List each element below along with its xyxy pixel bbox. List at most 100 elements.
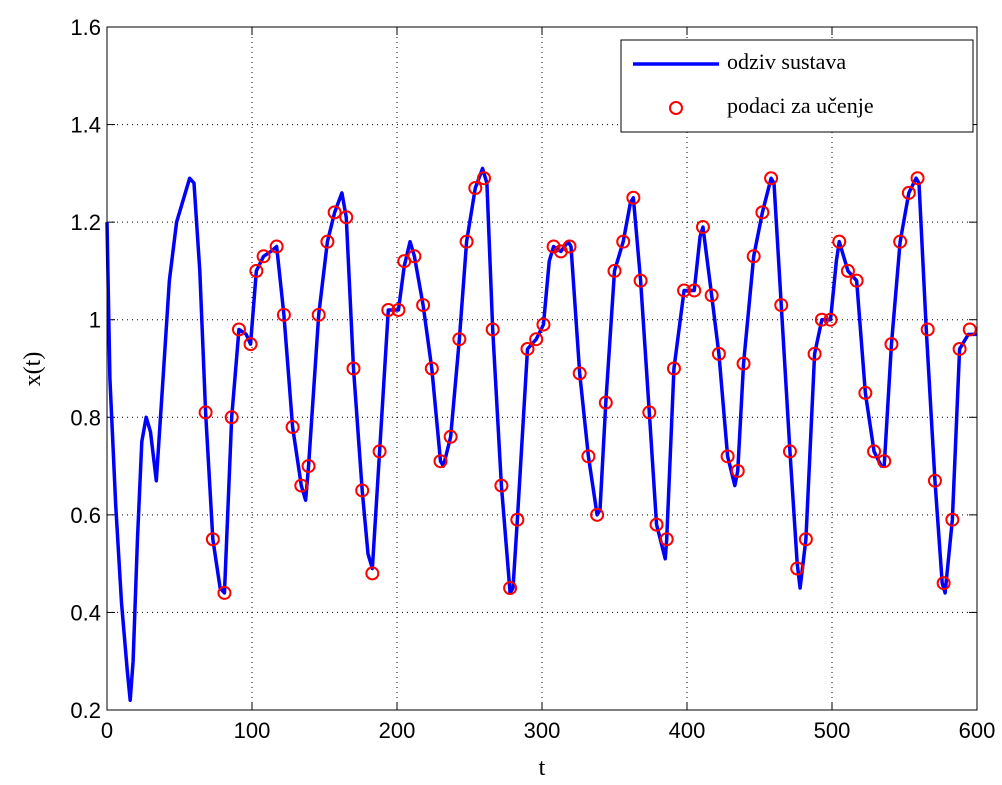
data-point: [910, 171, 925, 186]
data-point: [704, 288, 719, 303]
data-point: [823, 312, 838, 327]
data-point: [867, 444, 882, 459]
data-point: [814, 312, 829, 327]
data-point: [477, 171, 491, 186]
data-point: [391, 302, 406, 317]
data-point: [327, 205, 342, 220]
legend-swatch: [669, 101, 683, 115]
data-point: [952, 341, 967, 356]
data-point: [339, 210, 354, 225]
y-tick-label: 1.2: [70, 210, 101, 235]
data-point: [590, 507, 605, 522]
data-point: [598, 395, 613, 410]
y-axis-label: x(t): [20, 352, 46, 387]
y-tick-label: 0.6: [70, 503, 101, 528]
data-point: [884, 337, 899, 352]
data-point: [301, 459, 316, 474]
data-point: [224, 410, 239, 425]
data-point: [840, 263, 855, 278]
data-point: [276, 307, 291, 322]
data-point: [849, 273, 864, 288]
y-tick-label: 1.6: [70, 15, 101, 40]
data-point: [695, 220, 710, 235]
data-point: [711, 346, 726, 361]
data-point: [633, 273, 648, 288]
data-point: [452, 332, 467, 347]
data-point: [503, 581, 518, 596]
data-point: [269, 239, 284, 254]
data-point: [782, 444, 797, 459]
data-point: [920, 322, 935, 337]
x-tick-label: 200: [379, 718, 416, 743]
data-point: [616, 234, 631, 249]
data-point: [433, 454, 448, 469]
data-point: [832, 234, 847, 249]
data-point: [320, 234, 335, 249]
data-point: [562, 239, 577, 254]
data-point: [945, 512, 960, 527]
x-tick-label: 100: [234, 718, 271, 743]
data-point: [205, 532, 220, 547]
data-point: [468, 180, 483, 195]
y-tick-label: 1: [89, 308, 101, 333]
data-point: [666, 361, 681, 376]
y-tick-label: 1.4: [70, 113, 101, 138]
data-point: [529, 332, 544, 347]
data-point: [581, 449, 596, 464]
plot-frame: [106, 26, 978, 711]
data-point: [346, 361, 361, 376]
data-point: [198, 405, 213, 420]
data-point: [798, 532, 813, 547]
y-tick-label: 0.4: [70, 600, 101, 625]
data-point: [443, 429, 458, 444]
data-point: [649, 517, 664, 532]
x-tick-label: 300: [524, 718, 561, 743]
data-point: [736, 356, 751, 371]
data-point: [858, 385, 873, 400]
x-tick-label: 400: [669, 718, 706, 743]
x-tick-label: 600: [959, 718, 996, 743]
data-point: [901, 185, 916, 200]
data-point: [764, 171, 779, 186]
data-point: [893, 234, 908, 249]
data-point: [687, 283, 702, 298]
data-point: [285, 420, 300, 435]
data-point: [807, 346, 822, 361]
data-point: [256, 249, 271, 264]
data-point: [677, 283, 692, 298]
x-axis-label: t: [539, 755, 546, 781]
data-point: [311, 307, 326, 322]
data-point: [510, 512, 525, 527]
data-point: [365, 566, 380, 581]
data-point: [294, 478, 309, 493]
data-point: [927, 473, 942, 488]
data-point: [249, 263, 264, 278]
y-tick-label: 0.2: [70, 698, 101, 723]
y-tick-label: 0.8: [70, 405, 101, 430]
data-point: [572, 366, 587, 381]
data-point: [416, 298, 431, 313]
data-point: [755, 205, 770, 220]
data-point: [746, 249, 761, 264]
data-point: [231, 322, 246, 337]
data-point: [659, 532, 674, 547]
data-point: [243, 337, 258, 352]
data-line: [105, 166, 977, 702]
data-point: [936, 576, 951, 591]
data-point: [494, 478, 509, 493]
data-point: [485, 322, 500, 337]
data-point: [607, 263, 622, 278]
data-point: [730, 463, 745, 478]
data-point: [217, 585, 232, 600]
data-point: [520, 341, 535, 356]
x-tick-label: 500: [814, 718, 851, 743]
x-tick-label: 0: [101, 718, 113, 743]
data-point: [774, 298, 789, 313]
legend-label: odziv sustava: [727, 49, 846, 74]
data-point: [642, 405, 657, 420]
legend: odziv sustava podaci za učenje: [620, 39, 974, 133]
data-point: [459, 234, 474, 249]
data-point: [626, 190, 641, 205]
